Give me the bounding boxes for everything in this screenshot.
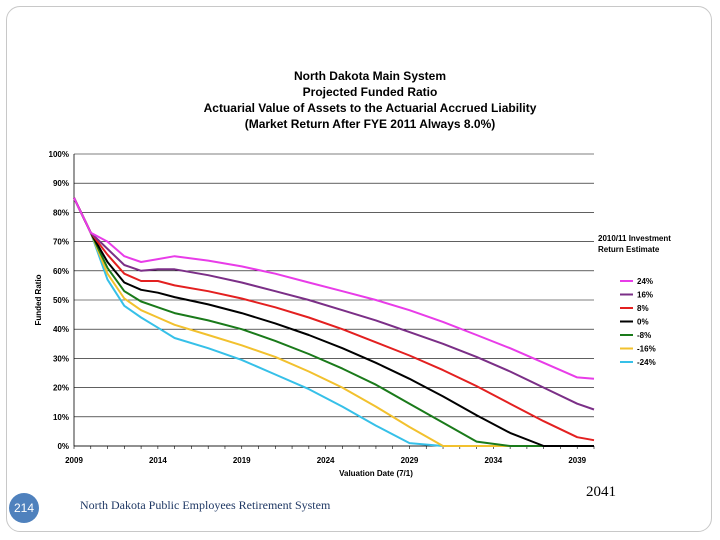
series-line-neg8pct <box>73 197 594 447</box>
y-tick-label: 10% <box>53 413 69 422</box>
x-axis-title: Valuation Date (7/1) <box>339 469 413 478</box>
chart-title-line-4: (Market Return After FYE 2011 Always 8.0… <box>245 117 496 131</box>
x-tick-label: 2034 <box>484 456 502 465</box>
series-line-neg24pct <box>73 197 594 447</box>
x-tick-label: 2024 <box>317 456 335 465</box>
legend-title-line-2: Return Estimate <box>598 245 660 254</box>
series-line-24pct <box>73 197 595 380</box>
legend-label: 0% <box>637 318 649 327</box>
y-tick-label: 20% <box>53 384 69 393</box>
y-tick-label: 30% <box>53 354 69 363</box>
y-tick-label: 40% <box>53 325 69 334</box>
x-tick-labels: 2009 2014 2019 2024 2029 2034 2039 <box>65 456 587 465</box>
y-tick-label: 60% <box>53 267 69 276</box>
x-tick-label: 2029 <box>401 456 419 465</box>
series-lines <box>73 197 595 447</box>
axes <box>73 154 595 449</box>
legend-title-line-1: 2010/11 Investment <box>598 234 671 243</box>
slide-frame <box>6 6 712 532</box>
y-tick-label: 70% <box>53 238 69 247</box>
legend-label: -24% <box>637 358 656 367</box>
x-tick-label: 2019 <box>233 456 251 465</box>
x-tick-label: 2009 <box>65 456 83 465</box>
legend-label: 24% <box>637 277 653 286</box>
series-line-0pct <box>73 197 594 447</box>
legend-items: 24% 16% 8% 0% -8% -16% -24% <box>620 277 656 367</box>
x-tick-label: 2014 <box>149 456 167 465</box>
footer-organization: North Dakota Public Employees Retirement… <box>80 498 331 512</box>
y-tick-labels: 0% 10% 20% 30% 40% 50% 60% 70% 80% 90% 100% <box>49 150 69 451</box>
y-tick-label: 90% <box>53 179 69 188</box>
series-line-16pct <box>73 197 595 411</box>
footnote-year: 2041 <box>586 484 616 500</box>
y-tick-label: 80% <box>53 208 69 217</box>
y-axis-title: Funded Ratio <box>34 274 43 325</box>
page-number-badge: 214 <box>9 493 39 523</box>
chart-title-line-3: Actuarial Value of Assets to the Actuari… <box>204 101 537 115</box>
series-line-8pct <box>73 197 595 442</box>
legend: 2010/11 Investment Return Estimate 24% 16… <box>598 234 671 367</box>
series-line-neg16pct <box>73 197 594 447</box>
y-tick-label: 0% <box>57 442 69 451</box>
y-tick-label: 100% <box>49 150 69 159</box>
x-tick-label: 2039 <box>568 456 586 465</box>
chart-title-line-2: Projected Funded Ratio <box>303 85 438 99</box>
legend-label: -16% <box>637 345 656 354</box>
legend-label: 8% <box>637 304 649 313</box>
chart-title: North Dakota Main System Projected Funde… <box>204 69 537 131</box>
y-tick-label: 50% <box>53 296 69 305</box>
chart-title-line-1: North Dakota Main System <box>294 69 446 83</box>
legend-label: 16% <box>637 291 653 300</box>
legend-label: -8% <box>637 331 651 340</box>
